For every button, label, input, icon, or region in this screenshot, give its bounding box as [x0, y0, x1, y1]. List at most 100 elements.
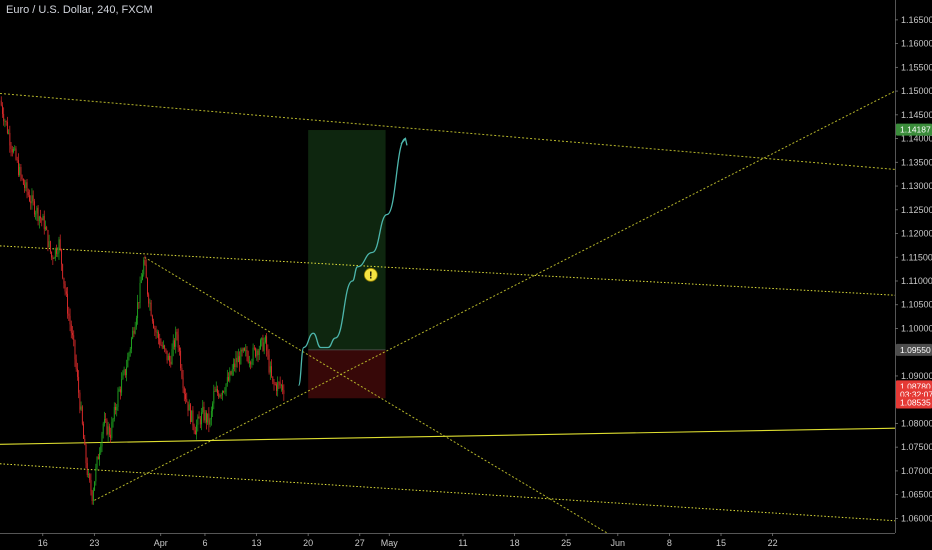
x-tick-label: 23: [89, 538, 99, 548]
candle-body: [20, 167, 22, 176]
candle-body: [6, 121, 8, 134]
candle-body: [37, 207, 39, 221]
candle-body: [134, 326, 136, 334]
candle-body: [226, 377, 228, 384]
candle-body: [264, 336, 266, 343]
price-badge-label: 1.08535: [900, 398, 931, 408]
candle-body: [187, 401, 189, 411]
candle-body: [190, 404, 191, 422]
candle-body: [257, 350, 259, 356]
candle-body: [24, 184, 26, 188]
candle-body: [188, 404, 190, 411]
candle-body: [3, 113, 5, 122]
candle-body: [38, 216, 40, 221]
candle-body: [171, 349, 173, 365]
candle-body: [239, 356, 241, 365]
x-tick-label: 20: [303, 538, 313, 548]
loss-zone: [308, 349, 386, 399]
candle-body: [207, 413, 209, 423]
candle-body: [33, 201, 35, 215]
trendline-1: [0, 92, 896, 170]
y-tick-label: 1.12500: [901, 205, 932, 215]
candle-body: [228, 377, 229, 381]
candle-body: [69, 315, 71, 325]
y-tick-label: 1.15500: [901, 62, 932, 72]
candle-body: [208, 413, 210, 425]
x-tick-label: 16: [38, 538, 48, 548]
x-tick-label: 11: [458, 538, 467, 548]
candle-body: [102, 423, 104, 434]
y-tick-label: 1.14000: [901, 134, 932, 144]
candle-body: [53, 258, 55, 259]
candle-body: [241, 349, 243, 352]
price-badge-label: 03:32:07: [900, 389, 932, 399]
price-badge-label: 1.09550: [900, 345, 931, 355]
candle-body: [225, 383, 227, 392]
candle-body: [212, 403, 213, 411]
candle-body: [70, 324, 72, 333]
candle-body: [59, 239, 61, 250]
candle-body: [5, 120, 7, 122]
candle-body: [29, 195, 30, 202]
candle-body: [27, 191, 29, 196]
candle-body: [151, 315, 153, 322]
candle-body: [119, 389, 121, 393]
candle-body: [194, 430, 196, 435]
candle-body: [74, 340, 76, 360]
candle-body: [199, 418, 201, 425]
candle-body: [117, 391, 119, 407]
candle-body: [280, 385, 282, 387]
candle-body: [217, 388, 218, 394]
candle-body: [185, 394, 186, 400]
y-tick-label: 1.09000: [901, 371, 932, 381]
candle-body: [205, 412, 207, 423]
candle-body: [35, 213, 37, 215]
candle-body: [159, 338, 161, 345]
candle-body: [160, 344, 162, 346]
candle-body: [72, 332, 73, 336]
price-candles: [0, 96, 285, 505]
candle-body: [52, 257, 54, 259]
candle-body: [231, 369, 233, 375]
candle-body: [149, 302, 151, 304]
y-tick-label: 1.16500: [901, 15, 932, 25]
candle-body: [88, 474, 89, 476]
candle-body: [247, 356, 249, 363]
candle-body: [42, 215, 44, 221]
candle-body: [78, 376, 80, 393]
candle-body: [201, 412, 202, 425]
trendline-5: [0, 463, 896, 522]
candle-body: [128, 352, 130, 357]
candle-body: [57, 252, 59, 254]
y-tick-label: 1.13500: [901, 157, 932, 167]
candle-body: [278, 382, 280, 384]
candle-body: [129, 348, 131, 353]
candle-body: [91, 491, 93, 501]
candle-body: [176, 331, 178, 335]
candle-body: [209, 419, 211, 425]
alert-marker: !: [363, 267, 378, 282]
candle-body: [155, 329, 157, 333]
candle-body: [255, 348, 257, 357]
candle-body: [58, 239, 60, 253]
y-tick-label: 1.07000: [901, 466, 932, 476]
y-tick-label: 1.06000: [901, 513, 932, 523]
candle-body: [10, 145, 12, 150]
candle-body: [4, 120, 6, 122]
candle-body: [154, 328, 156, 330]
candle-body: [80, 406, 82, 410]
candle-body: [46, 227, 48, 231]
candle-body: [15, 148, 17, 160]
x-tick-label: Jun: [611, 538, 626, 548]
candle-body: [100, 446, 102, 453]
candle-body: [62, 264, 64, 278]
price-badge: [896, 396, 932, 409]
trade-zones: [308, 130, 386, 399]
y-tick-label: 1.12000: [901, 229, 932, 239]
candle-body: [183, 388, 185, 395]
candle-body: [271, 366, 272, 377]
y-tick-label: 1.10000: [901, 323, 932, 333]
candle-body: [202, 406, 204, 413]
